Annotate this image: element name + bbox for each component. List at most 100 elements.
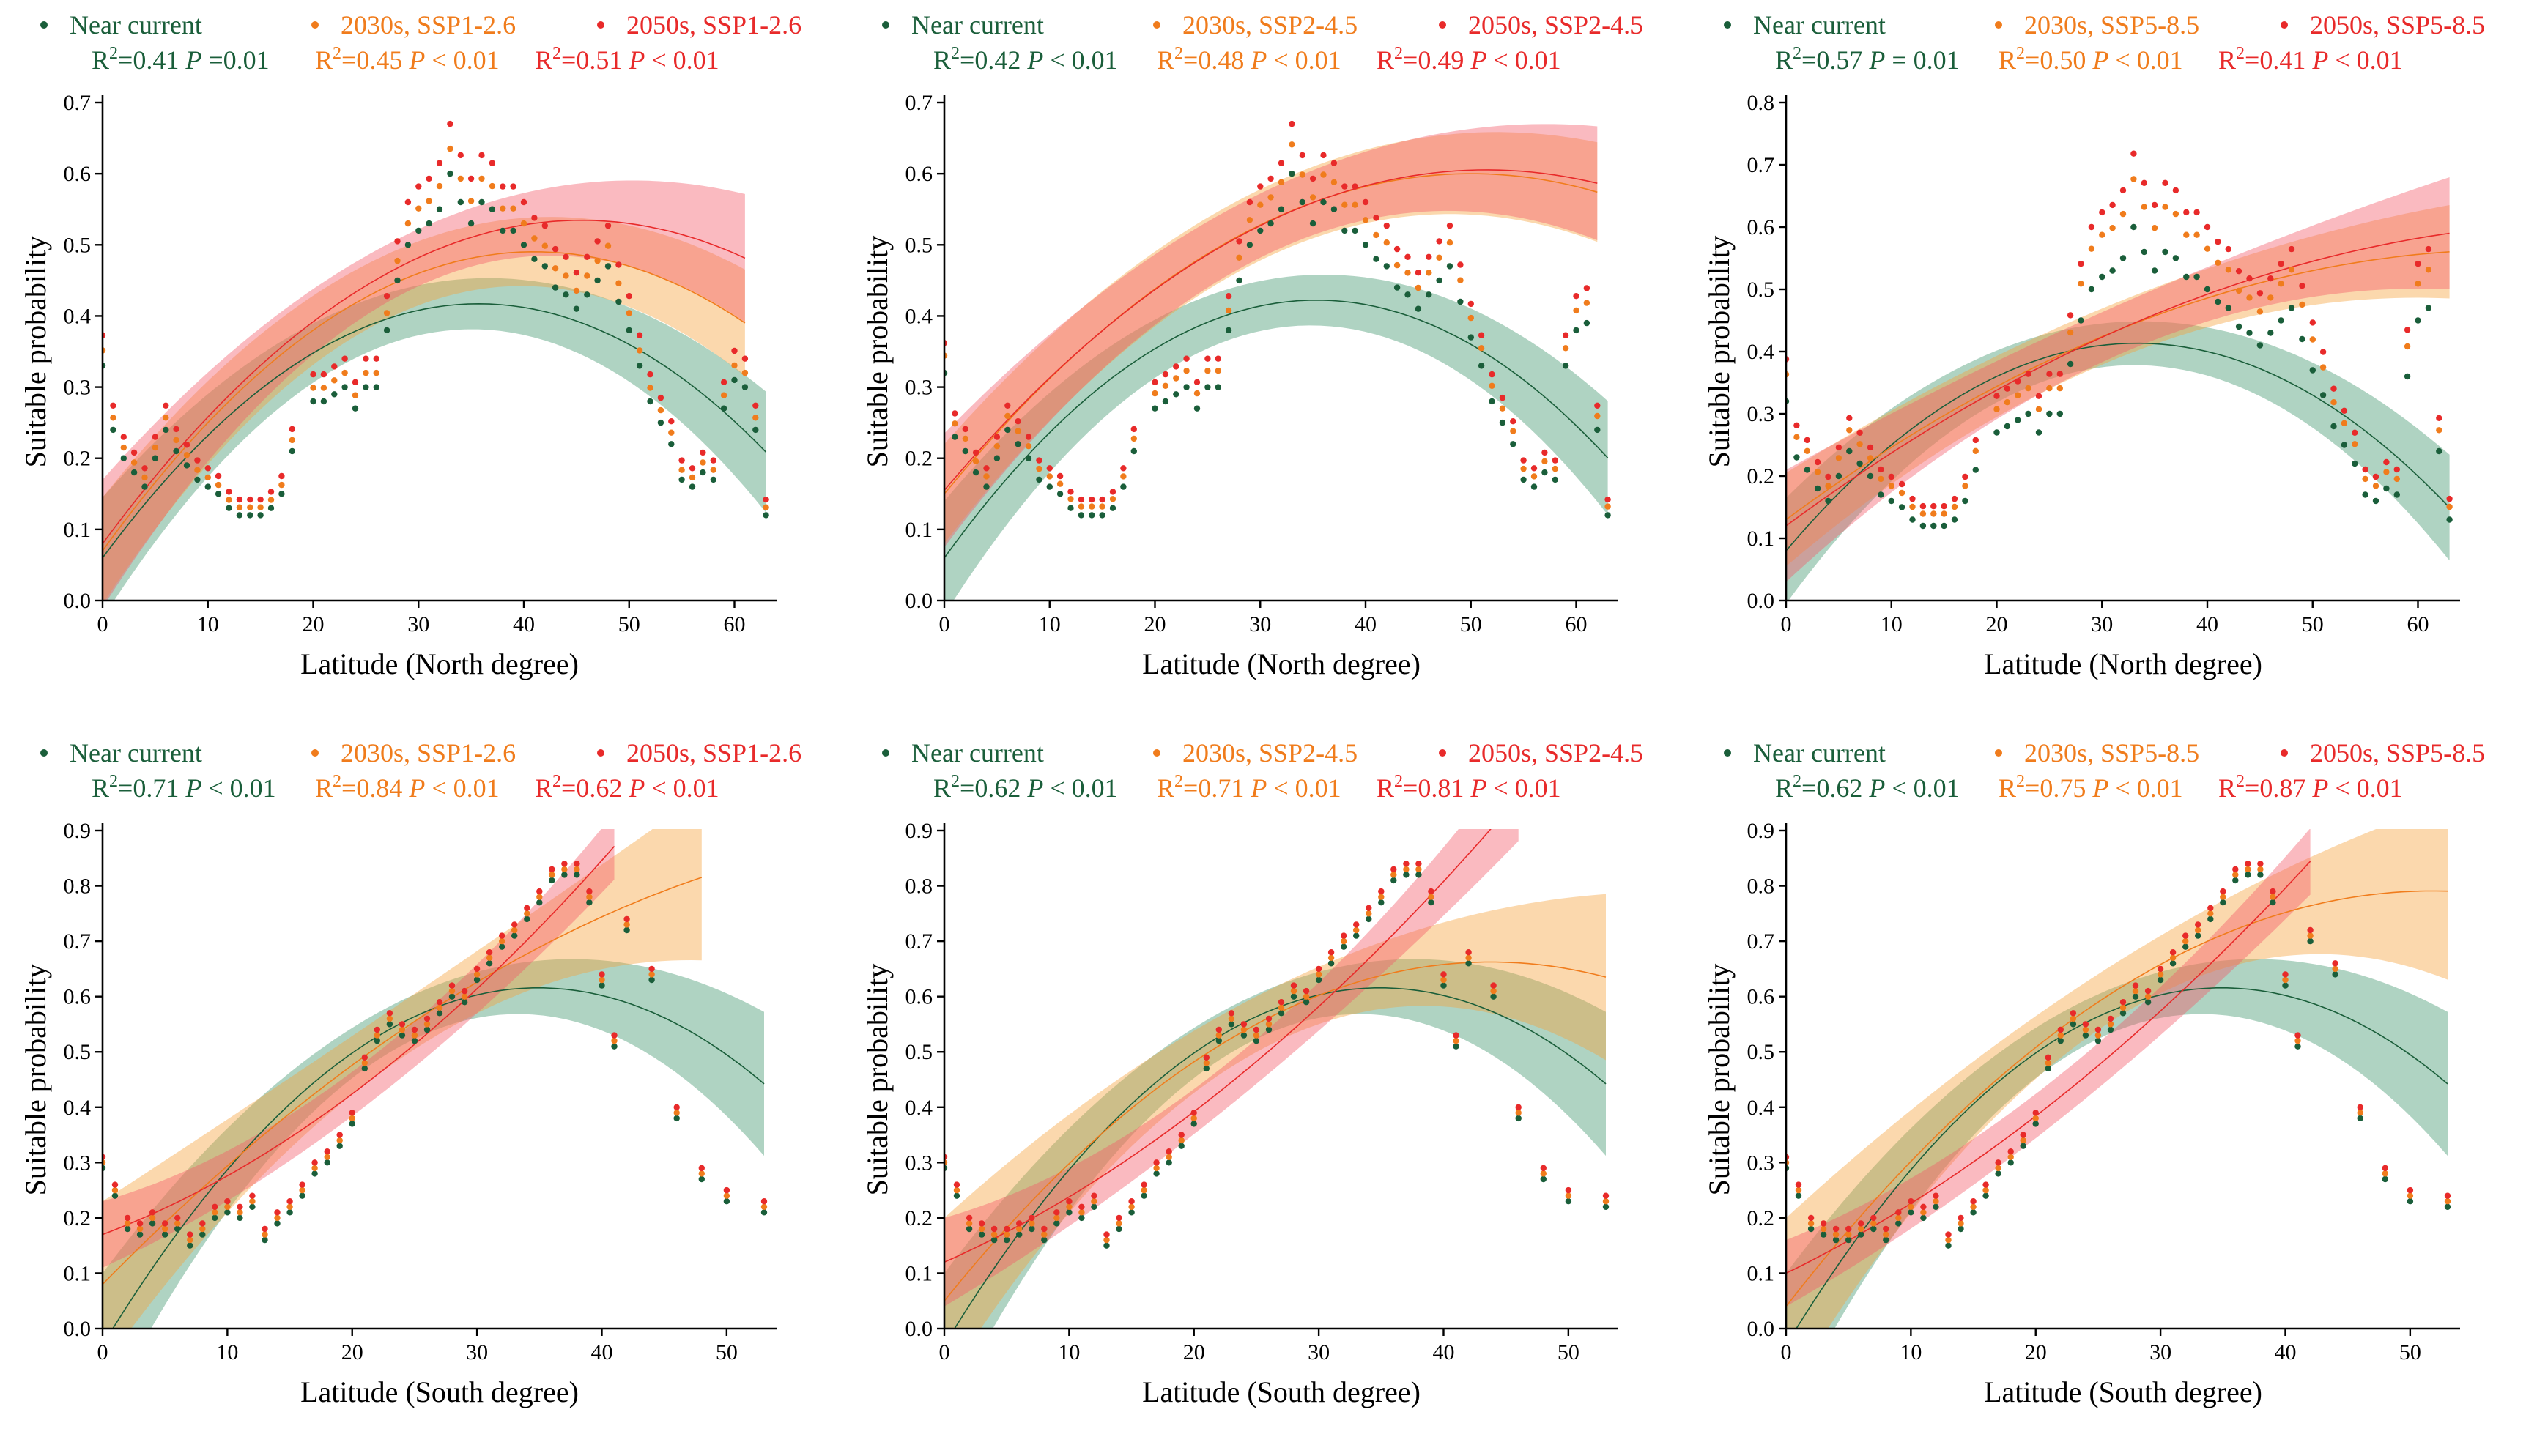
data-point <box>990 1231 998 1238</box>
data-point <box>1109 496 1116 502</box>
data-point <box>752 415 759 421</box>
data-point <box>1478 332 1485 338</box>
data-point <box>1299 171 1305 178</box>
data-point <box>2094 1026 2102 1033</box>
data-point <box>2357 1115 2363 1122</box>
data-point <box>1390 877 1397 884</box>
data-point <box>2035 406 2042 412</box>
data-point <box>1265 1021 1273 1028</box>
data-point <box>2015 378 2021 385</box>
data-point <box>678 457 685 464</box>
data-point <box>763 504 769 510</box>
data-point <box>1236 277 1242 284</box>
data-point <box>1541 449 1548 456</box>
data-point <box>1257 183 1264 190</box>
data-point <box>1465 960 1472 967</box>
data-point <box>2193 231 2200 238</box>
data-point <box>1046 473 1053 480</box>
data-point <box>623 921 630 928</box>
data-point <box>1930 522 1937 530</box>
data-point <box>262 1231 268 1238</box>
y-tick-label: 0.0 <box>1747 589 1775 613</box>
data-point <box>2372 483 2379 489</box>
data-point <box>1602 1192 1610 1199</box>
data-point <box>183 452 190 458</box>
data-point <box>363 369 369 376</box>
stats-label-near: R2=0.62 P < 0.01 <box>1775 772 1960 803</box>
data-point <box>2232 872 2239 878</box>
legend-marker-2030 <box>311 21 319 29</box>
data-point <box>1353 921 1360 928</box>
data-point <box>1078 1203 1085 1210</box>
data-point <box>415 227 422 234</box>
data-point <box>152 444 159 451</box>
data-point <box>2288 267 2295 273</box>
data-point <box>1499 405 1506 412</box>
fit-curve-2030 <box>944 961 1607 1301</box>
data-point <box>1215 1026 1222 1033</box>
data-point <box>1883 1236 1889 1244</box>
data-point <box>2172 255 2179 261</box>
data-point <box>2088 223 2095 231</box>
data-point <box>1415 284 1422 291</box>
data-point <box>953 1192 960 1199</box>
data-point <box>1807 1225 1815 1233</box>
legend-marker-2050 <box>1439 21 1446 29</box>
data-point <box>1173 391 1179 398</box>
x-tick-label: 30 <box>2091 612 2113 636</box>
data-point <box>1099 503 1105 510</box>
data-point <box>2130 223 2137 231</box>
data-point <box>1366 915 1372 923</box>
data-point <box>2130 176 2137 182</box>
data-point <box>604 242 612 249</box>
data-point <box>1303 999 1310 1006</box>
data-point <box>1393 261 1401 269</box>
data-point <box>1604 496 1611 503</box>
data-point <box>448 987 456 995</box>
data-point <box>2245 861 2251 867</box>
data-point <box>1428 894 1434 900</box>
data-point <box>1846 447 1853 455</box>
data-point <box>1541 469 1548 476</box>
x-tick-label: 60 <box>1566 612 1588 636</box>
data-point <box>2330 423 2337 430</box>
data-point <box>2057 1026 2064 1033</box>
data-point <box>2319 364 2327 371</box>
data-point <box>648 965 655 973</box>
data-point <box>386 1010 393 1017</box>
data-point <box>586 899 593 906</box>
data-point <box>1962 473 1968 480</box>
data-point <box>124 1214 131 1222</box>
data-point <box>1289 141 1295 148</box>
data-point <box>2025 410 2031 417</box>
data-point <box>124 1225 131 1233</box>
data-point <box>2082 1032 2089 1039</box>
data-point <box>1004 426 1011 434</box>
data-point <box>1053 1214 1060 1222</box>
data-point <box>1867 455 1874 461</box>
data-point <box>563 291 569 298</box>
data-point <box>2267 275 2274 282</box>
data-point <box>237 1203 243 1210</box>
data-point <box>1856 441 1863 447</box>
data-point <box>1945 1242 1952 1249</box>
data-point <box>2407 1198 2414 1205</box>
data-point <box>2183 209 2190 216</box>
data-point <box>2119 187 2127 194</box>
data-point <box>599 982 605 989</box>
y-tick-label: 0.1 <box>905 518 933 542</box>
data-point <box>361 1054 368 1061</box>
data-point <box>1183 355 1190 362</box>
data-point <box>2132 993 2139 1000</box>
data-point <box>310 385 316 391</box>
legend-marker-2030 <box>1153 749 1160 757</box>
data-point <box>1895 1214 1902 1222</box>
data-point <box>511 926 518 934</box>
data-point <box>1465 949 1472 956</box>
data-point <box>224 1209 231 1216</box>
data-point <box>549 872 555 878</box>
data-point <box>1128 1198 1135 1205</box>
confidence-band-2050 <box>103 829 615 1268</box>
x-tick-label: 40 <box>1355 612 1377 636</box>
data-point <box>141 474 148 481</box>
